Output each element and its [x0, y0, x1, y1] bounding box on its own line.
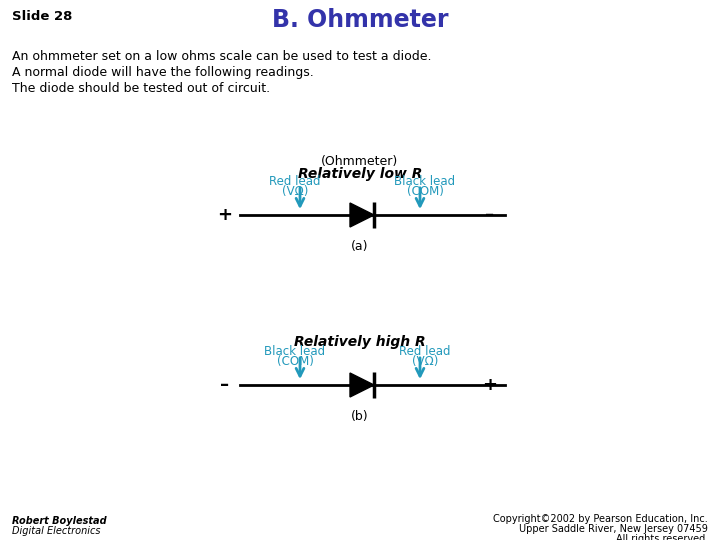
- Text: (a): (a): [351, 240, 369, 253]
- Text: Robert Boylestad: Robert Boylestad: [12, 516, 107, 526]
- Text: +: +: [217, 206, 233, 224]
- Text: Relatively low R: Relatively low R: [298, 167, 422, 181]
- Text: Red lead: Red lead: [400, 345, 451, 358]
- Polygon shape: [350, 203, 374, 227]
- Text: –: –: [485, 206, 495, 224]
- Text: Copyright©2002 by Pearson Education, Inc.: Copyright©2002 by Pearson Education, Inc…: [493, 514, 708, 524]
- Text: All rights reserved.: All rights reserved.: [616, 534, 708, 540]
- Text: A normal diode will have the following readings.: A normal diode will have the following r…: [12, 66, 314, 79]
- Text: Black lead: Black lead: [395, 175, 456, 188]
- Text: Upper Saddle River, New Jersey 07459: Upper Saddle River, New Jersey 07459: [519, 524, 708, 534]
- Text: An ohmmeter set on a low ohms scale can be used to test a diode.: An ohmmeter set on a low ohms scale can …: [12, 50, 431, 63]
- Text: Slide 28: Slide 28: [12, 10, 73, 23]
- Text: Red lead: Red lead: [269, 175, 320, 188]
- Polygon shape: [350, 373, 374, 397]
- Text: (VΩ): (VΩ): [282, 185, 308, 198]
- Text: (COM): (COM): [276, 355, 313, 368]
- Text: Relatively high R: Relatively high R: [294, 335, 426, 349]
- Text: +: +: [482, 376, 498, 394]
- Text: Black lead: Black lead: [264, 345, 325, 358]
- Text: (b): (b): [351, 410, 369, 423]
- Text: (Ohmmeter): (Ohmmeter): [321, 155, 399, 168]
- Text: –: –: [220, 376, 230, 394]
- Text: B. Ohmmeter: B. Ohmmeter: [271, 8, 449, 32]
- Text: (VΩ): (VΩ): [412, 355, 438, 368]
- Text: Digital Electronics: Digital Electronics: [12, 526, 101, 536]
- Text: The diode should be tested out of circuit.: The diode should be tested out of circui…: [12, 82, 270, 95]
- Text: (COM): (COM): [407, 185, 444, 198]
